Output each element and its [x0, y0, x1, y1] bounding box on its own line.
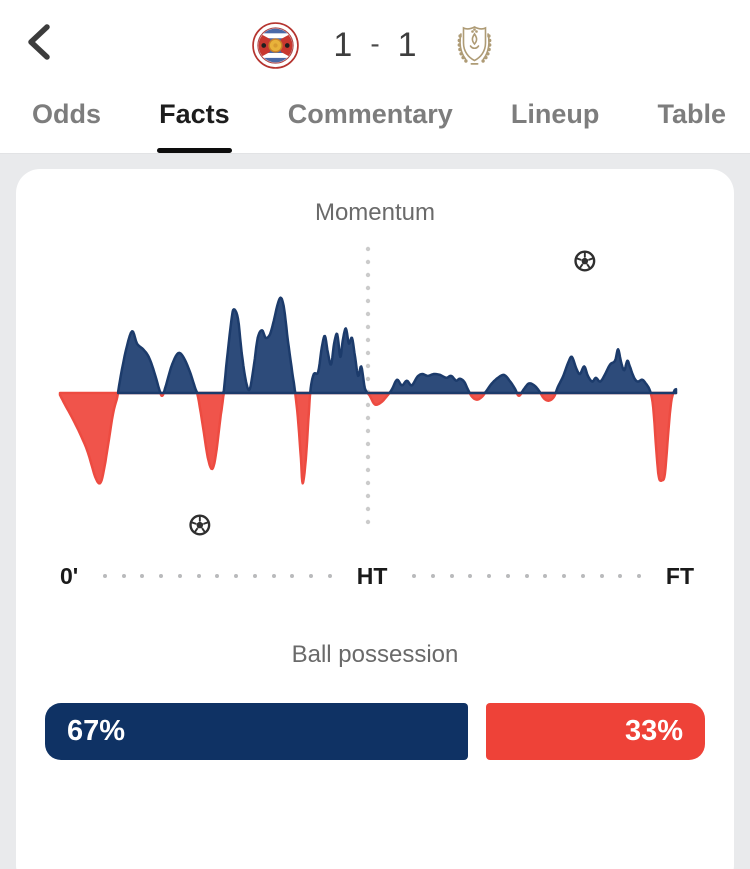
away-score: 1 [397, 25, 417, 64]
match-header: 1 - 1 [0, 0, 750, 76]
timeline-end-label: FT [665, 562, 695, 589]
timeline-dots-first-half [78, 574, 356, 578]
ball-possession-title: Ball possession [291, 641, 459, 668]
score-separator: - [370, 28, 380, 59]
tab-odds[interactable]: Odds [32, 99, 102, 129]
home-possession-value: 67% [67, 715, 126, 747]
chevron-left-icon [25, 23, 51, 66]
back-button[interactable] [14, 14, 62, 74]
home-score: 1 [333, 25, 353, 64]
score-row: 1 - 1 [0, 14, 750, 76]
momentum-title: Momentum [314, 199, 436, 226]
tab-lineup[interactable]: Lineup [510, 99, 600, 129]
timeline-start-label: 0' [60, 562, 79, 589]
match-score: 1 - 1 [333, 26, 416, 65]
tab-bar: Odds Facts Commentary Lineup Table [0, 76, 750, 154]
away-possession-value: 33% [624, 715, 683, 747]
possession-bars: 67% 33% [45, 703, 705, 760]
home-team-crest-icon[interactable] [252, 21, 300, 69]
away-possession-bar: 33% [485, 703, 705, 760]
goal-ball-icon-away [189, 514, 211, 536]
tab-table[interactable]: Table [657, 99, 726, 129]
tab-facts[interactable]: Facts [157, 76, 232, 153]
away-team-crest-icon[interactable] [451, 22, 498, 69]
match-timeline: 0' HT FT [60, 559, 694, 593]
home-possession-bar: 67% [45, 703, 468, 760]
match-facts-card: Momentum 0' HT FT Ball po [16, 169, 734, 869]
halftime-dotted-line [365, 246, 371, 525]
momentum-chart-wrap [16, 241, 734, 541]
momentum-chart [58, 246, 678, 536]
timeline-halftime-label: HT [356, 562, 388, 589]
timeline-dots-second-half [387, 574, 665, 578]
momentum-areas [58, 296, 678, 485]
goal-ball-icon-home [574, 250, 596, 272]
tab-commentary[interactable]: Commentary [287, 99, 453, 129]
